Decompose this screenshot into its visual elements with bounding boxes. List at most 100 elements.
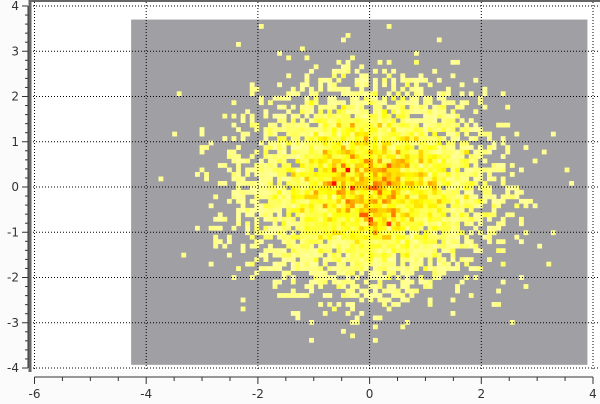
- histogram-bin: [304, 252, 310, 258]
- histogram-bin: [354, 122, 360, 128]
- histogram-bin: [404, 216, 410, 222]
- histogram-bin: [487, 149, 492, 155]
- histogram-bin: [350, 122, 356, 128]
- histogram-bin: [363, 100, 369, 106]
- histogram-bin: [350, 100, 356, 106]
- histogram-bin: [268, 140, 273, 146]
- histogram-bin: [491, 198, 497, 204]
- histogram-bin: [272, 189, 278, 195]
- histogram-bin: [436, 95, 442, 101]
- histogram-bin: [404, 212, 410, 218]
- histogram-bin: [473, 176, 479, 182]
- histogram-bin: [450, 203, 456, 209]
- histogram-bin: [354, 257, 360, 263]
- histogram-bin: [372, 180, 378, 186]
- histogram-bin: [468, 189, 474, 195]
- histogram-bin: [395, 140, 401, 146]
- histogram-bin: [427, 118, 433, 124]
- histogram-bin: [532, 203, 538, 209]
- histogram-bin: [418, 140, 424, 146]
- histogram-bin: [277, 194, 282, 200]
- histogram-bin: [336, 136, 342, 141]
- histogram-bin: [432, 207, 438, 213]
- histogram-bin: [395, 113, 401, 119]
- histogram-bin: [327, 167, 333, 173]
- histogram-bin: [327, 234, 333, 240]
- histogram-bin: [386, 284, 392, 289]
- histogram-bin: [500, 194, 506, 200]
- histogram-bin: [441, 158, 447, 164]
- histogram-bin: [336, 86, 342, 92]
- histogram-bin: [450, 122, 456, 128]
- histogram-bin: [391, 266, 397, 271]
- histogram-bin: [455, 284, 460, 289]
- histogram-bin: [423, 127, 429, 132]
- histogram-bin: [336, 261, 342, 267]
- histogram-bin: [309, 136, 314, 141]
- histogram-bin: [368, 100, 374, 106]
- histogram-bin: [341, 104, 346, 110]
- histogram-bin: [491, 167, 497, 173]
- histogram-bin: [455, 176, 460, 182]
- histogram-bin: [341, 73, 346, 79]
- histogram-bin: [441, 154, 447, 159]
- histogram-bin: [350, 131, 356, 137]
- histogram-bin: [395, 212, 401, 218]
- histogram-bin: [304, 261, 310, 267]
- histogram-bin: [341, 136, 346, 141]
- histogram-bin: [464, 149, 470, 155]
- histogram-bin: [455, 288, 460, 294]
- histogram-bin: [409, 154, 415, 159]
- histogram-bin: [487, 131, 492, 137]
- histogram-bin: [304, 284, 310, 289]
- histogram-bin: [350, 163, 356, 168]
- histogram-bin: [327, 122, 333, 128]
- histogram-bin: [564, 167, 570, 173]
- histogram-bin: [350, 230, 356, 236]
- histogram-bin: [372, 86, 378, 92]
- histogram-bin: [299, 261, 305, 267]
- histogram-bin: [295, 91, 301, 97]
- histogram-bin: [445, 127, 451, 132]
- histogram-bin: [304, 149, 310, 155]
- histogram-bin: [368, 257, 374, 263]
- histogram-bin: [363, 234, 369, 240]
- histogram-bin: [336, 284, 342, 289]
- histogram-bin: [445, 140, 451, 146]
- histogram-bin: [359, 158, 365, 164]
- histogram-bin: [455, 172, 460, 177]
- histogram-bin: [254, 127, 260, 132]
- histogram-bin: [386, 212, 392, 218]
- histogram-bin: [414, 77, 419, 83]
- histogram-bin: [404, 131, 410, 137]
- histogram-bin: [427, 212, 433, 218]
- histogram-bin: [372, 221, 378, 227]
- histogram-bin: [336, 59, 342, 65]
- histogram-bin: [391, 203, 397, 209]
- histogram-bin: [455, 163, 460, 168]
- histogram-bin: [359, 100, 365, 106]
- histogram-bin: [281, 198, 287, 204]
- histogram-bin: [345, 136, 351, 141]
- histogram-bin: [423, 113, 429, 119]
- histogram-bin: [263, 234, 269, 240]
- histogram-bin: [432, 131, 438, 137]
- histogram-bin: [363, 172, 369, 177]
- histogram-bin: [281, 149, 287, 155]
- histogram-bin: [322, 261, 328, 267]
- histogram-bin: [363, 216, 369, 222]
- histogram-bin: [327, 216, 333, 222]
- histogram-bin: [427, 239, 433, 245]
- histogram-bin: [477, 172, 483, 177]
- histogram-bin: [299, 189, 305, 195]
- histogram-bin: [414, 221, 419, 227]
- histogram-bin: [368, 127, 374, 132]
- histogram-bin: [391, 221, 397, 227]
- histogram-bin: [231, 154, 237, 159]
- histogram-bin: [336, 109, 342, 115]
- histogram-bin: [395, 266, 401, 271]
- histogram-bin: [304, 185, 310, 191]
- histogram-bin: [436, 172, 442, 177]
- histogram-bin: [491, 176, 497, 182]
- histogram-bin: [350, 185, 356, 191]
